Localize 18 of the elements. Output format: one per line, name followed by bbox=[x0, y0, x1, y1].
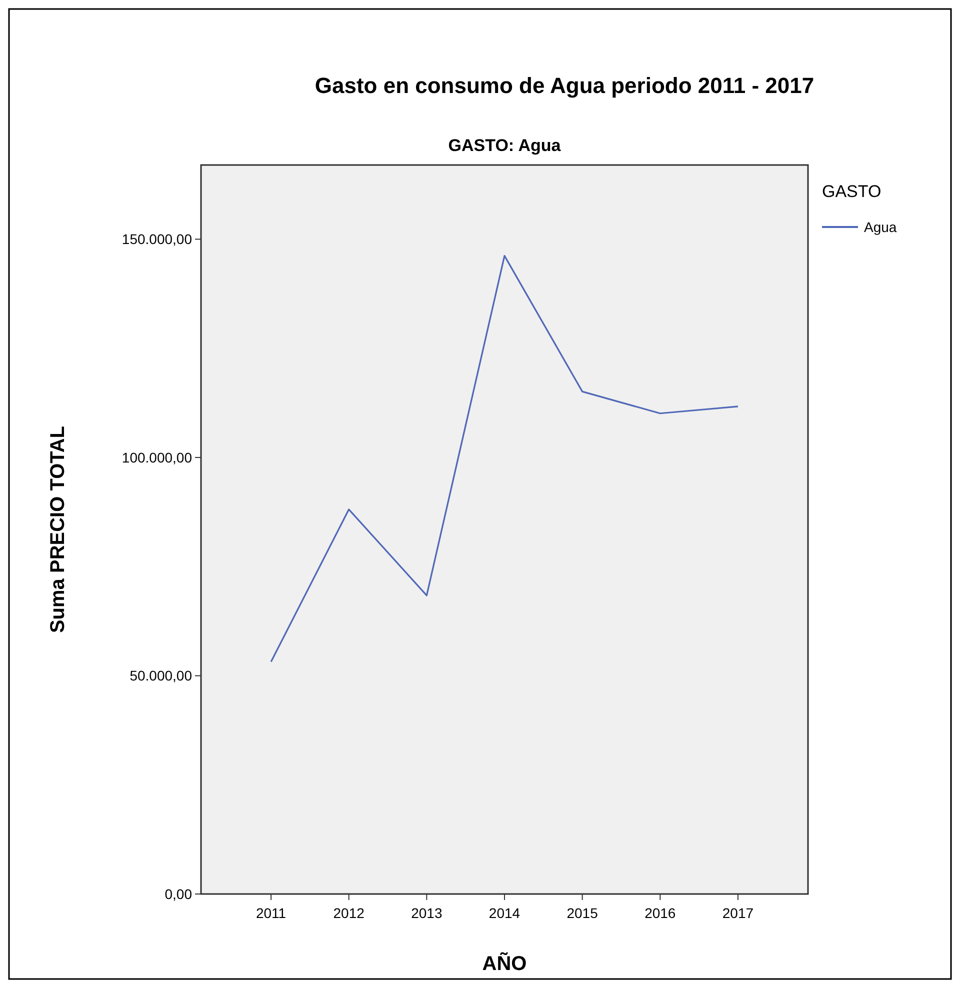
x-tick-label: 2012 bbox=[333, 905, 365, 921]
chart-title: Gasto en consumo de Agua periodo 2011 - 2017 bbox=[314, 73, 814, 98]
y-tick-label: 50.000,00 bbox=[130, 668, 192, 684]
y-axis-title: Suma PRECIO TOTAL bbox=[47, 426, 69, 634]
legend-label: Agua bbox=[864, 218, 897, 235]
x-tick-label: 2016 bbox=[644, 905, 676, 921]
x-tick-label: 2014 bbox=[488, 905, 520, 921]
y-tick-label: 150.000,00 bbox=[122, 231, 192, 248]
x-tick-label: 2011 bbox=[256, 905, 286, 921]
y-tick-label: 0,00 bbox=[164, 886, 192, 902]
y-tick-label: 100.000,00 bbox=[122, 449, 192, 466]
x-tick-label: 2015 bbox=[566, 905, 598, 921]
legend-title: GASTO bbox=[822, 182, 882, 201]
x-tick-label: 2017 bbox=[722, 905, 754, 921]
line-series bbox=[270, 255, 739, 663]
chart-subtitle: GASTO: Agua bbox=[448, 136, 562, 155]
x-axis-title: AÑO bbox=[482, 952, 527, 975]
x-tick-label: 2013 bbox=[411, 905, 442, 921]
